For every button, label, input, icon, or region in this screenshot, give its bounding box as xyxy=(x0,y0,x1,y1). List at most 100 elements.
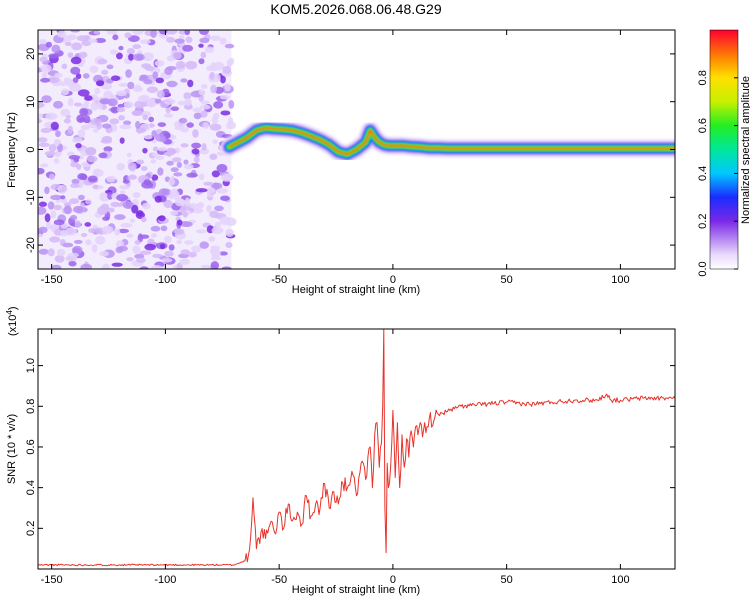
snr-x-ticks: -150 -100 -50 0 50 100 xyxy=(41,329,630,586)
noise-blob xyxy=(54,72,63,78)
noise-blob xyxy=(90,101,99,111)
noise-blob xyxy=(179,258,190,265)
noise-blob xyxy=(142,147,148,154)
noise-blob xyxy=(131,110,144,117)
noise-blob xyxy=(84,222,92,227)
noise-blob xyxy=(57,184,68,194)
noise-blob xyxy=(154,195,162,203)
snr-x-tick-label: 0 xyxy=(390,574,396,586)
noise-blob xyxy=(184,197,191,207)
noise-blob xyxy=(98,152,108,159)
noise-blob xyxy=(144,65,155,71)
noise-blob xyxy=(135,257,146,263)
noise-blob xyxy=(163,151,174,157)
noise-blob xyxy=(48,53,60,59)
noise-blob xyxy=(198,173,205,181)
noise-blob xyxy=(175,60,186,69)
noise-blob xyxy=(206,204,212,213)
noise-blob xyxy=(151,130,158,138)
noise-blob xyxy=(193,112,202,120)
noise-blob xyxy=(77,89,90,97)
noise-blob xyxy=(209,248,219,255)
noise-blob xyxy=(47,225,60,230)
noise-blob xyxy=(106,64,114,70)
noise-blob xyxy=(53,158,60,164)
noise-blob xyxy=(132,191,141,199)
noise-blob xyxy=(48,143,57,153)
noise-blob xyxy=(150,30,157,38)
noise-blob xyxy=(118,82,129,87)
noise-blob xyxy=(38,104,41,109)
noise-blob xyxy=(55,130,61,138)
noise-blob xyxy=(73,239,83,244)
noise-blob xyxy=(139,250,152,255)
noise-blob xyxy=(191,245,202,253)
noise-blob xyxy=(77,194,85,201)
noise-blob xyxy=(67,125,73,135)
noise-blob xyxy=(44,150,56,157)
noise-blob xyxy=(152,71,159,79)
noise-blob xyxy=(210,261,219,269)
noise-blob xyxy=(168,244,175,251)
noise-blob xyxy=(198,43,204,48)
noise-blob xyxy=(80,104,89,109)
noise-blob xyxy=(224,43,235,49)
noise-blob xyxy=(70,183,80,189)
noise-blob xyxy=(115,90,128,97)
noise-blob xyxy=(143,79,153,85)
noise-blob xyxy=(140,39,151,45)
noise-blob xyxy=(96,121,102,130)
noise-blob xyxy=(82,73,90,79)
noise-blob xyxy=(78,51,88,59)
noise-blob xyxy=(166,65,177,71)
noise-blob xyxy=(118,228,130,234)
noise-blob xyxy=(106,175,116,183)
noise-blob xyxy=(72,205,84,214)
noise-blob xyxy=(72,137,83,144)
noise-blob xyxy=(137,95,148,103)
noise-blob xyxy=(128,53,134,61)
noise-blob xyxy=(139,266,149,269)
snr-y-tick-label: 0.2 xyxy=(25,521,37,536)
noise-blob xyxy=(151,233,157,238)
noise-blob xyxy=(174,38,185,44)
noise-blob xyxy=(38,248,49,255)
noise-blob xyxy=(200,83,208,90)
noise-blob xyxy=(199,37,210,44)
noise-blob xyxy=(101,263,110,269)
signal-track xyxy=(220,119,675,164)
noise-blob xyxy=(94,87,101,95)
noise-blob xyxy=(198,89,205,96)
noise-blob xyxy=(211,226,224,235)
noise-blob xyxy=(157,146,168,152)
noise-blob xyxy=(204,46,215,54)
noise-blob xyxy=(135,120,141,129)
noise-blob xyxy=(211,170,220,178)
noise-blob xyxy=(157,167,164,176)
noise-blob xyxy=(116,162,125,171)
noise-blob xyxy=(69,214,78,221)
noise-blob xyxy=(49,236,61,243)
noise-blob xyxy=(74,220,81,229)
noise-blob xyxy=(135,127,146,134)
noise-blob xyxy=(174,228,185,235)
noise-blob xyxy=(159,243,166,250)
noise-blob xyxy=(40,163,49,168)
noise-blob xyxy=(65,227,77,236)
snr-x-tick-label: -50 xyxy=(271,574,287,586)
noise-blob xyxy=(158,30,168,35)
noise-blob xyxy=(219,37,227,45)
colorbar: 0.0 0.2 0.4 0.6 0.8 Normalized spectral ampl… xyxy=(697,29,750,277)
noise-blob xyxy=(212,139,218,145)
noise-blob xyxy=(212,112,220,120)
colorbar-tick-label: 0.4 xyxy=(697,166,709,181)
noise-blob xyxy=(111,262,123,267)
noise-blob xyxy=(218,251,228,256)
snr-y-tick-label: 0.8 xyxy=(25,399,37,414)
noise-blob xyxy=(171,157,182,163)
spectrogram-x-label: Height of straight line (km) xyxy=(292,284,420,296)
chart-title: KOM5.2026.068.06.48.G29 xyxy=(270,1,441,17)
noise-blob xyxy=(127,162,137,171)
noise-blob xyxy=(184,30,191,36)
